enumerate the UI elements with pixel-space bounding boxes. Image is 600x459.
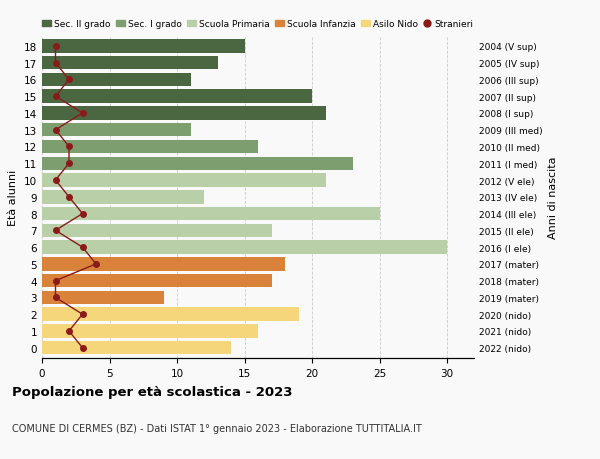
Bar bbox=[42, 57, 218, 70]
Bar bbox=[42, 207, 380, 221]
Text: Popolazione per età scolastica - 2023: Popolazione per età scolastica - 2023 bbox=[12, 385, 293, 398]
Bar bbox=[42, 124, 191, 137]
Bar bbox=[42, 241, 447, 254]
Bar bbox=[42, 40, 245, 53]
Bar bbox=[42, 140, 258, 154]
Legend: Sec. II grado, Sec. I grado, Scuola Primaria, Scuola Infanzia, Asilo Nido, Stran: Sec. II grado, Sec. I grado, Scuola Prim… bbox=[43, 20, 473, 29]
Y-axis label: Anni di nascita: Anni di nascita bbox=[548, 156, 558, 239]
Bar bbox=[42, 291, 164, 304]
Bar bbox=[42, 274, 272, 288]
Bar bbox=[42, 325, 258, 338]
Bar bbox=[42, 157, 353, 171]
Y-axis label: Età alunni: Età alunni bbox=[8, 169, 19, 225]
Bar bbox=[42, 174, 326, 187]
Bar bbox=[42, 308, 299, 321]
Bar bbox=[42, 224, 272, 237]
Bar bbox=[42, 190, 204, 204]
Bar bbox=[42, 73, 191, 87]
Bar bbox=[42, 257, 285, 271]
Bar bbox=[42, 107, 326, 120]
Bar bbox=[42, 90, 312, 104]
Bar bbox=[42, 341, 231, 355]
Text: COMUNE DI CERMES (BZ) - Dati ISTAT 1° gennaio 2023 - Elaborazione TUTTITALIA.IT: COMUNE DI CERMES (BZ) - Dati ISTAT 1° ge… bbox=[12, 424, 422, 433]
